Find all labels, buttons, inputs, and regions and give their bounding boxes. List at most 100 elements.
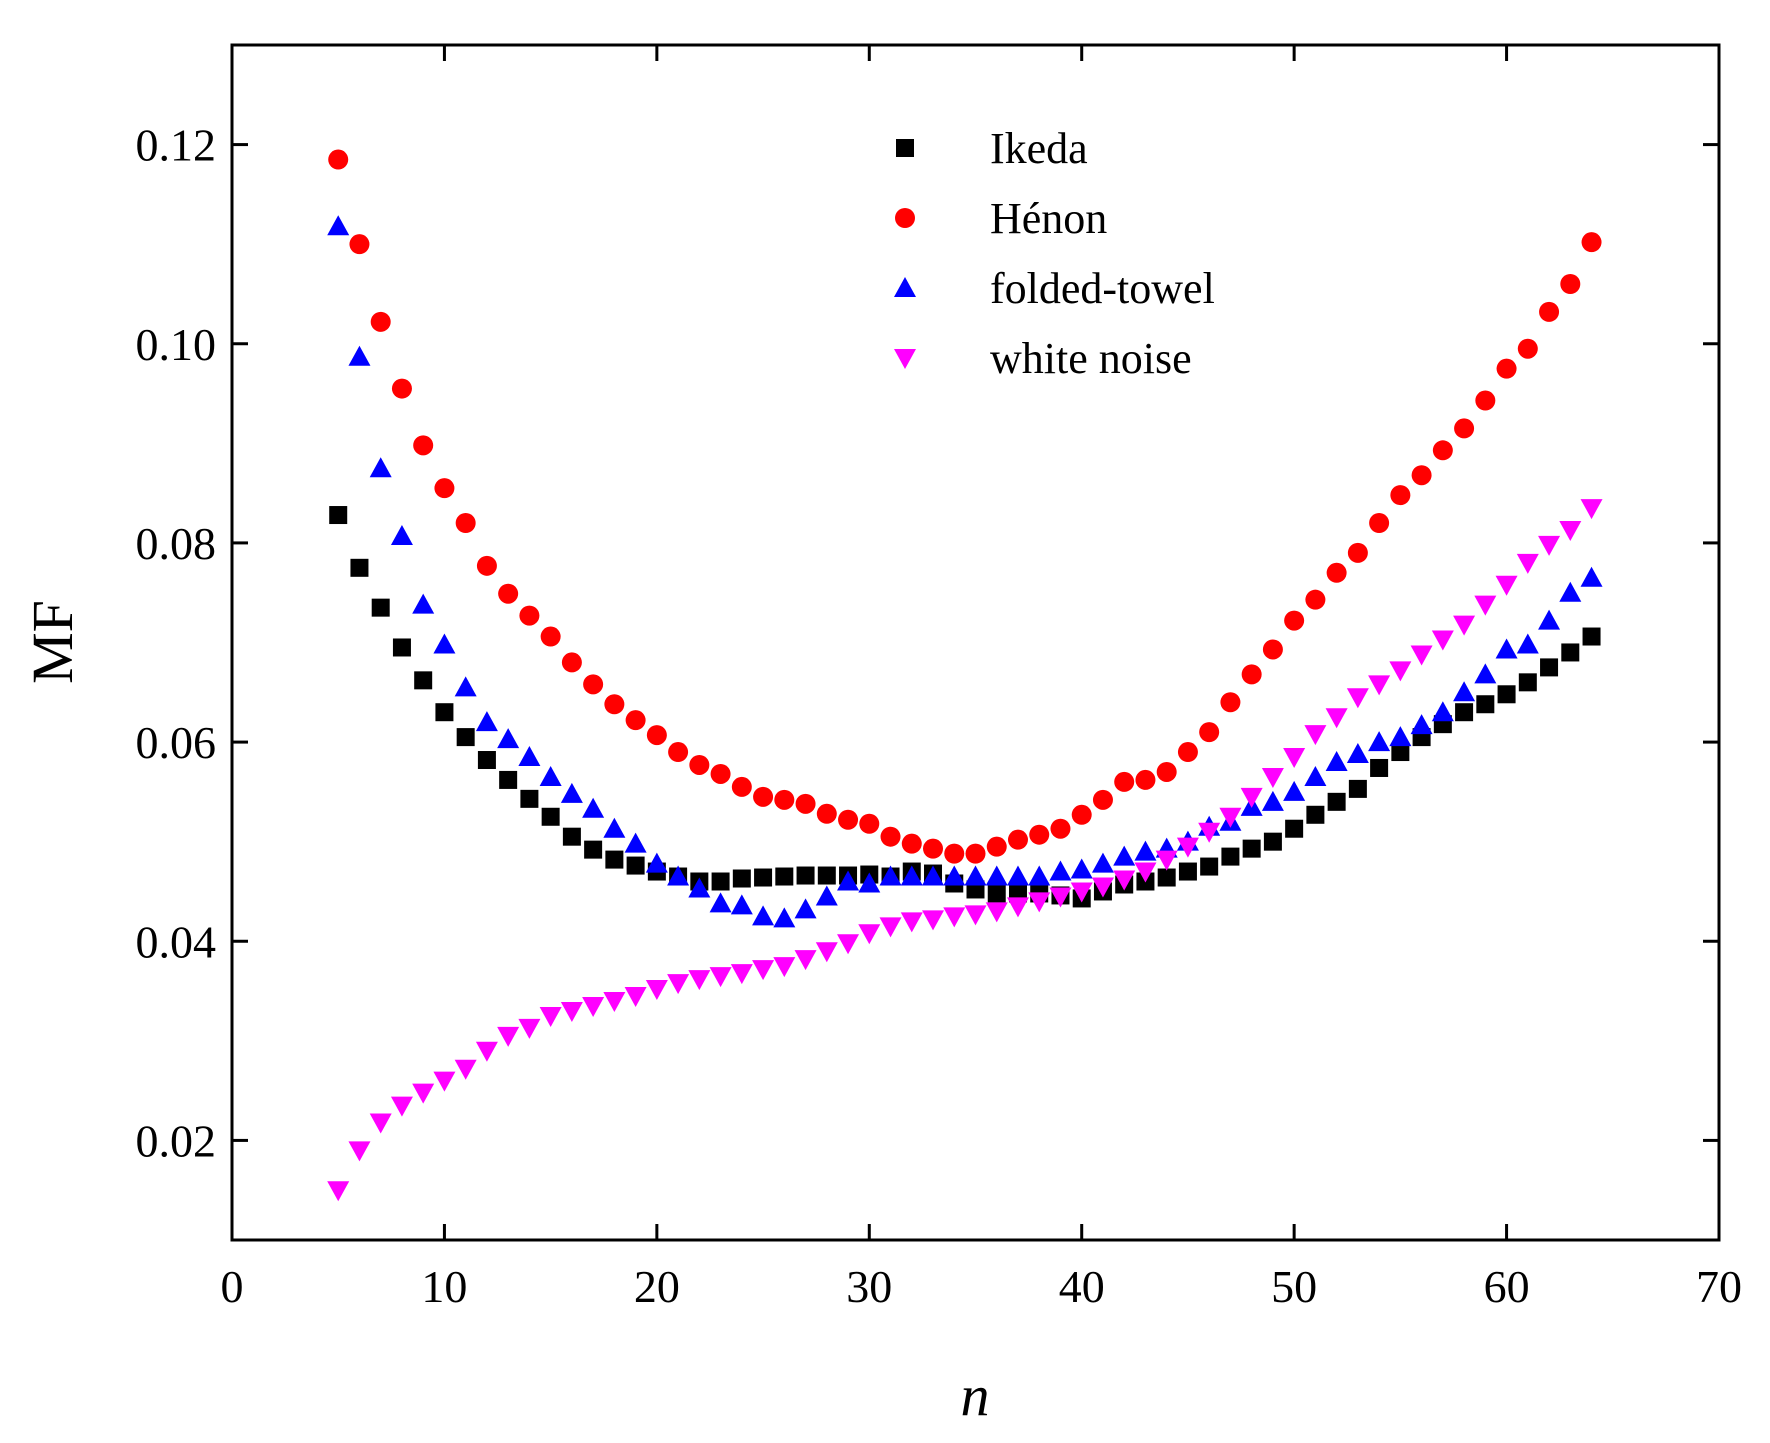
point-folded-towel	[688, 877, 711, 898]
point-h-non	[561, 652, 582, 673]
point-white-noise	[985, 902, 1008, 923]
point-ikeda	[329, 506, 348, 525]
point-ikeda	[1582, 627, 1601, 646]
point-ikeda	[1263, 832, 1282, 851]
point-white-noise	[497, 1026, 520, 1047]
point-ikeda	[1455, 703, 1474, 722]
point-folded-towel	[900, 865, 923, 886]
point-h-non	[1305, 589, 1326, 610]
point-folded-towel	[837, 870, 860, 891]
point-h-non	[1411, 465, 1432, 486]
point-h-non	[646, 725, 667, 746]
point-h-non	[923, 838, 944, 859]
point-ikeda	[754, 868, 773, 887]
point-white-noise	[1431, 630, 1454, 651]
point-white-noise	[943, 907, 966, 928]
point-h-non	[1432, 440, 1453, 461]
point-white-noise	[1070, 882, 1093, 903]
point-folded-towel	[1028, 865, 1051, 886]
point-folded-towel	[922, 865, 945, 886]
legend-marker-h-non	[895, 208, 915, 228]
point-white-noise	[1155, 850, 1178, 871]
point-white-noise	[1368, 675, 1391, 696]
point-white-noise	[1091, 877, 1114, 898]
point-folded-towel	[1091, 852, 1114, 873]
point-folded-towel	[603, 817, 626, 838]
x-tick-label: 20	[634, 1261, 680, 1312]
legend: Ikeda Hénon folded-towel white noise	[894, 124, 1215, 383]
point-folded-towel	[433, 633, 456, 654]
point-h-non	[519, 605, 540, 626]
point-h-non	[413, 435, 434, 456]
point-white-noise	[900, 912, 923, 933]
point-ikeda	[1561, 643, 1580, 662]
point-folded-towel	[582, 797, 605, 818]
point-h-non	[625, 710, 646, 731]
point-ikeda	[371, 598, 390, 617]
point-white-noise	[1453, 615, 1476, 636]
point-folded-towel	[497, 728, 520, 749]
point-white-noise	[752, 960, 775, 981]
point-folded-towel	[943, 865, 966, 886]
point-ikeda	[987, 884, 1006, 903]
legend-label-ikeda: Ikeda	[990, 124, 1088, 173]
point-white-noise	[1389, 661, 1412, 682]
point-white-noise	[369, 1113, 392, 1134]
point-white-noise	[1134, 862, 1157, 883]
point-white-noise	[922, 910, 945, 931]
point-white-noise	[1240, 787, 1263, 808]
point-folded-towel	[454, 676, 477, 697]
point-white-noise	[518, 1018, 541, 1039]
point-folded-towel	[1495, 638, 1518, 659]
point-folded-towel	[327, 215, 350, 236]
x-tick-label: 70	[1696, 1261, 1742, 1312]
point-h-non	[349, 234, 370, 255]
point-white-noise	[1261, 767, 1284, 788]
point-h-non	[498, 583, 519, 604]
point-h-non	[1496, 358, 1517, 379]
point-folded-towel	[985, 865, 1008, 886]
point-ikeda	[435, 703, 454, 722]
point-folded-towel	[390, 524, 413, 545]
y-tick-labels: 0.02 0.04 0.06 0.08 0.10 0.12	[136, 120, 217, 1167]
point-h-non	[668, 742, 689, 763]
point-white-noise	[730, 964, 753, 985]
point-folded-towel	[1261, 790, 1284, 811]
point-ikeda	[414, 671, 433, 690]
point-h-non	[753, 786, 774, 807]
point-ikeda	[1518, 673, 1537, 692]
point-ikeda	[1285, 819, 1304, 838]
point-white-noise	[1580, 499, 1603, 520]
point-ikeda	[605, 850, 624, 869]
point-ikeda	[1540, 658, 1559, 677]
series-ikeda	[329, 506, 1601, 908]
y-axis-title: MF	[20, 600, 85, 684]
point-folded-towel	[348, 345, 371, 366]
point-folded-towel	[667, 865, 690, 886]
point-ikeda	[477, 751, 496, 770]
point-white-noise	[603, 992, 626, 1012]
point-folded-towel	[1389, 726, 1412, 747]
point-h-non	[1135, 769, 1156, 790]
legend-marker-white-noise	[894, 349, 916, 369]
point-ikeda	[1370, 758, 1389, 777]
point-h-non	[1241, 664, 1262, 685]
point-ikeda	[711, 872, 730, 891]
point-white-noise	[1049, 887, 1072, 908]
point-h-non	[1071, 804, 1092, 825]
point-white-noise	[433, 1071, 456, 1092]
point-h-non	[710, 763, 731, 784]
point-white-noise	[1198, 822, 1221, 843]
point-ikeda	[584, 840, 603, 859]
point-h-non	[1326, 562, 1347, 583]
point-white-noise	[1516, 553, 1539, 574]
point-ikeda	[1157, 868, 1176, 887]
point-folded-towel	[1538, 609, 1561, 630]
point-folded-towel	[773, 907, 796, 928]
point-white-noise	[560, 1001, 583, 1022]
x-tick-label: 30	[846, 1261, 892, 1312]
y-tick-label: 0.12	[136, 120, 217, 171]
point-white-noise	[1176, 837, 1199, 858]
x-tick-label: 40	[1059, 1261, 1105, 1312]
